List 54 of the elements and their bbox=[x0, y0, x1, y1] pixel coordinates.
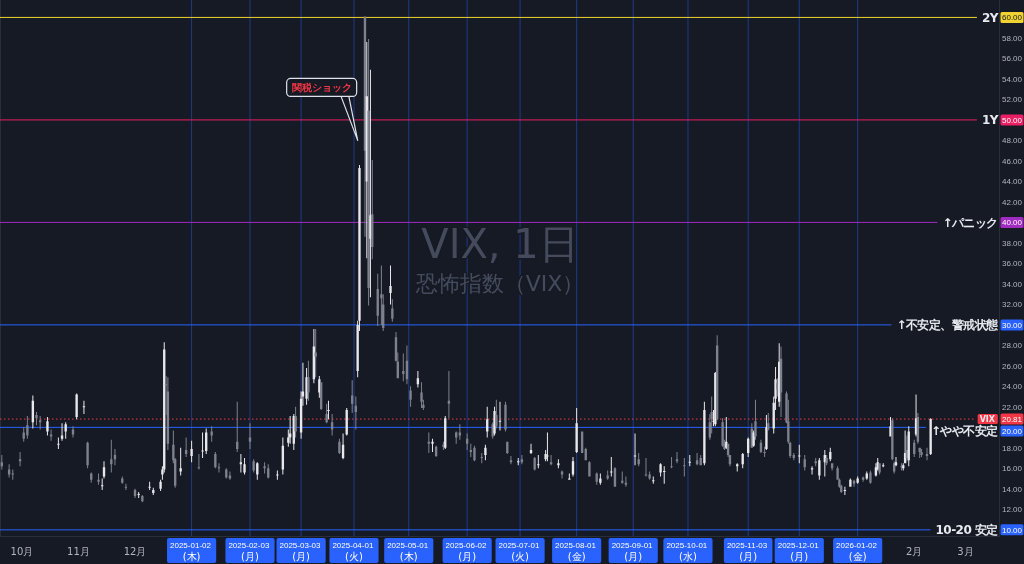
ref-line-label: 1Y bbox=[981, 113, 999, 128]
date-label: 2025-09-01 (月) bbox=[608, 538, 658, 563]
ytick: 46.00 bbox=[1002, 156, 1022, 166]
xtick: 12月 bbox=[123, 546, 147, 557]
ytick: 12.00 bbox=[1002, 505, 1022, 515]
date-label: 2025-11-03 (月) bbox=[723, 538, 773, 563]
ref-line-label: VIX bbox=[979, 415, 996, 425]
annotation: 関税ショック bbox=[286, 77, 359, 141]
ytick: 26.00 bbox=[1002, 361, 1022, 371]
ref-line-label: 2Y bbox=[981, 10, 999, 25]
date-label: 2025-06-02 (月) bbox=[442, 538, 492, 563]
date-label: 2025-08-01 (金) bbox=[552, 538, 602, 563]
y-tick-label: 50.00 bbox=[1001, 115, 1023, 125]
ytick: 16.00 bbox=[1002, 464, 1022, 474]
ytick: 18.00 bbox=[1002, 443, 1022, 453]
ref-line-label: ↑不安定、警戒状態 bbox=[896, 318, 1000, 333]
ytick: 14.00 bbox=[1002, 484, 1022, 494]
y-tick-label: 10.00 bbox=[1001, 525, 1023, 535]
date-label: 2025-03-03 (月) bbox=[276, 538, 326, 563]
ytick: 48.00 bbox=[1002, 136, 1022, 146]
ref-line-label: ↑やや不安定 bbox=[930, 424, 999, 439]
ytick: 42.00 bbox=[1002, 197, 1022, 207]
ytick: 58.00 bbox=[1002, 33, 1022, 43]
ytick: 54.00 bbox=[1002, 74, 1022, 84]
date-label: 2025-02-03 (月) bbox=[225, 538, 275, 563]
date-label: 2025-01-02 (木) bbox=[167, 538, 217, 563]
xtick: 3月 bbox=[957, 546, 974, 557]
y-tick-label: 40.00 bbox=[1001, 218, 1023, 228]
date-label: 2025-04-01 (火) bbox=[329, 538, 379, 563]
ytick: 36.00 bbox=[1002, 259, 1022, 269]
ytick: 44.00 bbox=[1002, 177, 1022, 187]
ref-line-label: 10-20 安定 bbox=[935, 523, 999, 538]
xtick: 2月 bbox=[906, 546, 923, 557]
y-tick-label: 60.00 bbox=[1001, 13, 1023, 23]
y-tick-label: 20.00 bbox=[1001, 427, 1023, 437]
ytick: 28.00 bbox=[1002, 341, 1022, 351]
ref-line-label: ↑パニック bbox=[942, 215, 998, 230]
date-label: 2026-01-02 (金) bbox=[833, 538, 883, 563]
date-label: 2025-10-01 (水) bbox=[663, 538, 713, 563]
ytick: 52.00 bbox=[1002, 95, 1022, 105]
date-label: 2025-07-01 (火) bbox=[495, 538, 545, 563]
ytick: 22.00 bbox=[1002, 402, 1022, 412]
date-label: 2025-05-01 (木) bbox=[384, 538, 434, 563]
ytick: 32.00 bbox=[1002, 300, 1022, 310]
ytick: 34.00 bbox=[1002, 279, 1022, 289]
xtick: 11月 bbox=[67, 546, 90, 557]
ytick: 38.00 bbox=[1002, 238, 1022, 248]
annotation: 関税ショック bbox=[291, 82, 352, 94]
y-tick-label: 20.81 bbox=[1001, 415, 1023, 425]
y-tick-label: 30.00 bbox=[1001, 320, 1023, 330]
xtick: 10月 bbox=[10, 546, 34, 557]
ytick: 56.00 bbox=[1002, 54, 1022, 64]
ytick: 24.00 bbox=[1002, 382, 1022, 392]
date-label: 2025-12-01 (月) bbox=[774, 538, 824, 563]
